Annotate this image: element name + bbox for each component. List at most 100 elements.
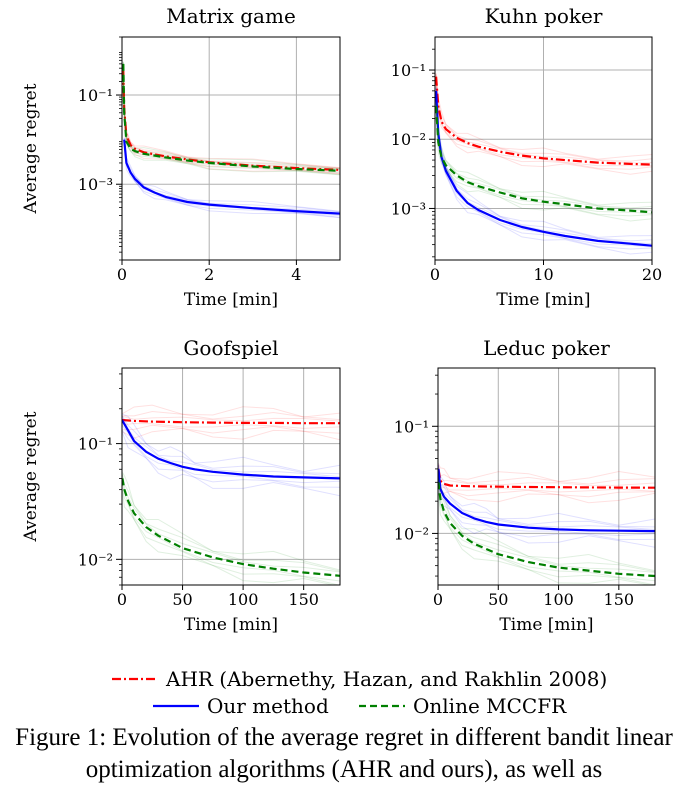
series-run-line [438,463,655,483]
axes-frame [437,367,656,586]
x-tick-label: 100 [228,590,259,609]
series-run-line [438,478,655,573]
series-run-line [435,102,652,206]
y-axis-label: Average regret [21,411,41,542]
series-line [122,70,340,171]
x-tick-label: 50 [172,590,192,609]
figure-caption: Figure 1: Evolution of the average regre… [15,724,673,783]
series-line [435,90,652,247]
legend-label: Online MCCFR [413,694,567,718]
series-run-line [122,489,336,585]
y-tick-label: 10⁻² [391,130,426,149]
series-line [435,106,652,214]
series-run-line [122,488,340,585]
series-run-line [435,103,652,209]
series-run-line [435,88,652,242]
series-run-line [435,83,652,175]
series-run-line [122,413,340,473]
series-run-line [122,422,340,429]
series-run-line [438,473,655,537]
series-run-line [122,415,340,422]
x-axis-label: Time [min] [184,615,278,635]
series-run-line [122,410,340,421]
y-tick-label: 10⁻¹ [78,86,113,105]
series-run-line [438,478,655,498]
series-line [122,419,340,480]
series-line [438,482,655,578]
y-axis-label: Average regret [21,83,41,214]
series-run-line [435,93,652,248]
series-line [435,76,652,166]
axes-frame [121,36,341,261]
series-line [122,63,340,172]
series-run-line [123,144,340,219]
y-tick-label: 10⁻³ [391,199,426,218]
series-run-line [435,82,652,170]
panel-goofspiel: 0 50 100 150 10⁻¹ 10⁻² Goofspiel Time [min] Aver… [21,336,341,635]
series-run-line [122,483,340,582]
x-tick-label: 0 [433,590,443,609]
panel-title: Leduc poker [483,336,610,360]
series-line [438,468,655,489]
series-run-line [438,464,655,485]
series-group [435,73,652,255]
x-tick-label: 2 [204,265,214,284]
y-tick-label: 10⁻² [78,550,113,569]
series-run-line [438,463,655,526]
y-tick-label: 10⁻¹ [78,435,113,454]
panel-matrix-game: 0 2 4 10⁻¹ 10⁻³ Matrix game Time [min] Average … [21,4,341,310]
series-run-line [122,415,340,475]
series-run-line [438,478,655,541]
panel-title: Kuhn poker [485,4,603,28]
series-run-line [122,424,340,484]
series-run-line [435,74,652,162]
series-run-line [435,74,652,164]
series-group [122,61,340,219]
x-tick-label: 20 [642,265,662,284]
series-group [438,463,655,585]
series-run-line [435,112,652,217]
series-line [438,468,655,533]
panel-title: Matrix game [166,4,296,28]
series-run-line [435,97,652,255]
series-line [123,139,340,215]
series-group [122,404,340,585]
series-run-line [122,416,340,478]
y-tick-label: 10⁻¹ [391,61,426,80]
series-run-line [122,431,340,497]
series-run-line [122,474,340,572]
series-run-line [122,474,340,573]
x-tick-label: 10 [533,265,553,284]
panel-leduc-poker: 0 50 100 150 10⁻¹ 10⁻² Leduc poker Time [min] [394,336,656,635]
series-run-line [122,424,340,434]
x-tick-label: 4 [291,265,301,284]
series-run-line [123,137,340,212]
series-run-line [122,67,340,175]
series-run-line [438,476,655,572]
series-run-line [435,73,652,160]
series-run-line [438,491,655,585]
series-run-line [438,486,655,582]
x-axis-label: Time [min] [184,290,278,310]
legend-label: AHR (Abernethy, Hazan, and Rakhlin 2008) [165,667,607,691]
series-line [122,478,340,577]
series-run-line [123,137,340,213]
panel-title: Goofspiel [183,336,278,360]
series-run-line [122,404,340,418]
series-line [122,418,340,425]
y-tick-label: 10⁻² [394,524,429,543]
x-axis-label: Time [min] [496,290,590,310]
series-run-line [438,465,655,530]
legend: AHR (Abernethy, Hazan, and Rakhlin 2008)… [112,667,607,718]
series-run-line [438,492,653,585]
series-run-line [122,472,340,571]
x-tick-label: 150 [604,590,635,609]
x-tick-label: 100 [543,590,574,609]
grid [437,368,655,585]
legend-label: Our method [207,694,329,718]
series-run-line [438,479,655,548]
series-run-line [435,87,652,238]
x-axis-label: Time [min] [499,615,593,635]
axes-frame [121,367,341,586]
